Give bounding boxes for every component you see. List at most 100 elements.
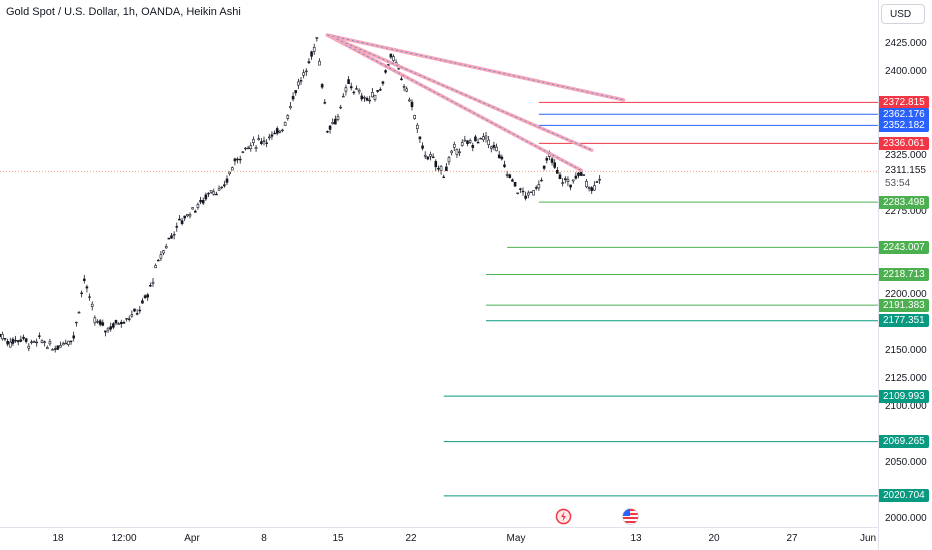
level-price-tag: 2372.815 (879, 95, 929, 109)
candle (389, 53, 393, 60)
candle (141, 298, 144, 304)
candle (35, 338, 39, 347)
candle (421, 142, 424, 151)
candle (410, 99, 414, 111)
candle (299, 77, 303, 85)
candle (593, 181, 596, 191)
candle (11, 337, 15, 346)
candle (143, 294, 147, 300)
candle (167, 237, 171, 240)
level-price-tag: 2362.176 (879, 107, 929, 121)
candle (450, 149, 453, 156)
us-flag-icon[interactable] (622, 508, 639, 525)
candle (439, 165, 443, 175)
candle (368, 95, 372, 104)
candle (381, 80, 385, 86)
candle (492, 141, 496, 151)
candle (349, 82, 353, 91)
candle (114, 319, 118, 326)
candle (230, 166, 234, 171)
candle (489, 145, 493, 153)
candle (159, 251, 163, 261)
candle (215, 191, 218, 196)
candle (508, 173, 512, 179)
candle (262, 136, 266, 146)
candle (252, 136, 255, 146)
candle (574, 172, 578, 180)
candle (413, 114, 416, 120)
time-tick-label: 15 (332, 533, 344, 544)
candle (378, 87, 382, 92)
candle (212, 188, 216, 196)
candle (196, 202, 200, 210)
candle (38, 332, 41, 340)
candle (16, 339, 20, 346)
candle (82, 274, 86, 284)
candle (513, 181, 517, 187)
price-tick-label: 2200.000 (885, 289, 927, 301)
candle (207, 192, 210, 197)
lightning-icon[interactable] (555, 508, 572, 525)
candle (151, 278, 155, 287)
candle (188, 212, 192, 219)
candle (521, 187, 525, 196)
candle (310, 50, 313, 60)
candle (53, 345, 57, 353)
candle (526, 190, 530, 199)
candle (40, 339, 44, 344)
candle (328, 125, 332, 134)
price-tick-label: 2400.000 (885, 65, 927, 77)
candle (154, 263, 157, 269)
candle (278, 129, 282, 134)
candle (0, 333, 2, 339)
candle (96, 319, 99, 324)
time-tick-label: 20 (708, 533, 720, 544)
candle (149, 282, 152, 288)
candle (542, 165, 546, 171)
candle (162, 250, 165, 256)
candle (90, 301, 94, 311)
candle (98, 319, 102, 327)
candle (101, 319, 105, 327)
currency-button[interactable]: USD (881, 4, 925, 24)
price-chart-canvas[interactable] (0, 0, 878, 527)
candle (67, 340, 70, 347)
candle (587, 186, 591, 192)
candle (582, 174, 586, 176)
candle (445, 162, 448, 171)
candle (297, 78, 300, 90)
candle (323, 99, 327, 105)
candle (80, 290, 83, 298)
candle (315, 37, 319, 42)
candle (127, 315, 131, 322)
candle (402, 84, 406, 92)
candle (471, 142, 475, 152)
level-price-tag: 2243.007 (879, 240, 929, 254)
candle (125, 318, 128, 322)
level-price-tag: 2352.182 (879, 118, 929, 132)
candle (122, 320, 126, 324)
level-price-tag: 2336.061 (879, 136, 929, 150)
candle (27, 343, 31, 352)
candle (146, 292, 150, 301)
candle (6, 338, 9, 347)
candle (19, 335, 23, 343)
trendline-0[interactable] (325, 33, 583, 173)
candle (281, 128, 284, 133)
time-tick-label: 27 (786, 533, 798, 544)
candle (183, 215, 187, 222)
candle (479, 137, 483, 140)
candle (238, 155, 242, 164)
candle (236, 157, 239, 164)
candle (434, 159, 438, 171)
candle (294, 89, 298, 96)
candle (302, 69, 305, 79)
candle (431, 153, 435, 159)
price-tick-label: 2150.000 (885, 345, 927, 357)
candle (133, 308, 136, 313)
candle (344, 84, 348, 96)
candle (201, 197, 205, 206)
candle (556, 167, 559, 174)
candle (585, 179, 588, 189)
candle (341, 93, 345, 98)
